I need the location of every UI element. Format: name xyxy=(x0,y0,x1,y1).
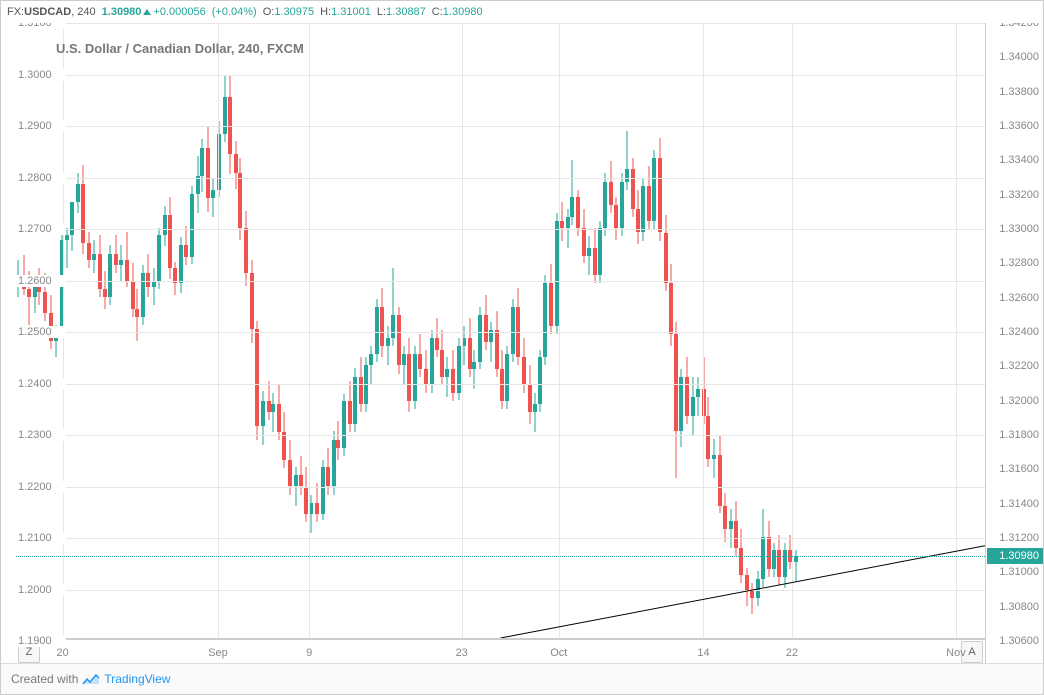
y-right-label: 1.33800 xyxy=(987,86,1043,98)
change: +0.000056 xyxy=(153,6,205,18)
y-right-label: 1.33200 xyxy=(987,189,1043,201)
chart-title: U.S. Dollar / Canadian Dollar, 240, FXCM xyxy=(56,41,304,56)
c-label: C: xyxy=(432,6,443,18)
y-right-label: 1.33600 xyxy=(987,120,1043,132)
gridline-v xyxy=(559,23,560,638)
y-right-label: 1.30800 xyxy=(987,601,1043,613)
o-label: O: xyxy=(263,6,275,18)
y-right-label: 1.31800 xyxy=(987,429,1043,441)
h-label: H: xyxy=(320,6,331,18)
x-axis-label: Oct xyxy=(550,647,567,659)
gridline-v xyxy=(462,23,463,638)
y-right-label: 1.32000 xyxy=(987,395,1043,407)
gridline-h xyxy=(16,435,985,436)
x-axis: Z A 20Sep923Oct1422Nov xyxy=(16,639,985,663)
gridline-h xyxy=(16,538,985,539)
y-right-label: 1.32400 xyxy=(987,326,1043,338)
gridline-v xyxy=(792,23,793,638)
x-axis-label: 9 xyxy=(306,647,312,659)
x-axis-label: 22 xyxy=(786,647,798,659)
gridline-h xyxy=(16,487,985,488)
y-left-label: 1.2700 xyxy=(16,223,66,235)
x-axis-label: 14 xyxy=(697,647,709,659)
plot-area[interactable]: U.S. Dollar / Canadian Dollar, 240, FXCM xyxy=(16,23,985,639)
y-left-label: 1.2600 xyxy=(16,275,66,287)
l-label: L: xyxy=(377,6,386,18)
gridline-v xyxy=(956,23,957,638)
y-left-label: 1.2200 xyxy=(16,481,66,493)
y-left-label: 1.2300 xyxy=(16,429,66,441)
h-value: 1.31001 xyxy=(331,6,371,18)
gridline-v xyxy=(703,23,704,638)
gridline-h xyxy=(16,229,985,230)
symbol: USDCAD xyxy=(24,6,71,18)
y-left-label: 1.3000 xyxy=(16,69,66,81)
gridline-v xyxy=(218,23,219,638)
y-left-label: 1.2000 xyxy=(16,584,66,596)
y-right-label: 1.34000 xyxy=(987,51,1043,63)
up-arrow-icon xyxy=(143,9,151,15)
y-right-label: 1.30600 xyxy=(987,635,1043,647)
c-value: 1.30980 xyxy=(443,6,483,18)
gridline-h xyxy=(16,384,985,385)
gridline-h xyxy=(16,590,985,591)
tradingview-icon xyxy=(82,673,100,685)
y-left-label: 1.2800 xyxy=(16,172,66,184)
gridline-h xyxy=(16,281,985,282)
gridline-h xyxy=(16,23,985,24)
y-right-label: 1.33400 xyxy=(987,154,1043,166)
y-right-label: 1.32800 xyxy=(987,257,1043,269)
candles-layer xyxy=(16,23,985,638)
gridline-h xyxy=(16,75,985,76)
x-axis-label: Sep xyxy=(208,647,228,659)
y-right-label: 1.31400 xyxy=(987,498,1043,510)
y-right-label: 1.32600 xyxy=(987,292,1043,304)
y-right-label: 1.32200 xyxy=(987,360,1043,372)
interval: , 240 xyxy=(71,6,95,18)
y-left-label: 1.2900 xyxy=(16,120,66,132)
y-left-label: 1.2500 xyxy=(16,326,66,338)
x-axis-label: 23 xyxy=(456,647,468,659)
o-value: 1.30975 xyxy=(274,6,314,18)
current-price-line xyxy=(16,556,985,557)
gridline-v xyxy=(309,23,310,638)
y-left-label: 1.1900 xyxy=(16,635,66,647)
footer-text2: TradingView xyxy=(104,672,170,686)
y-right-label: 1.31600 xyxy=(987,463,1043,475)
y-left-label: 1.2400 xyxy=(16,378,66,390)
y-right-label: 1.33000 xyxy=(987,223,1043,235)
last-price: 1.30980 xyxy=(102,6,142,18)
symbol-prefix: FX: xyxy=(7,6,24,18)
y-left-label: 1.2100 xyxy=(16,532,66,544)
footer: Created with TradingView xyxy=(1,663,1043,694)
gridline-h xyxy=(16,126,985,127)
x-axis-label: 20 xyxy=(56,647,68,659)
chart-header: FX: USDCAD , 240 1.30980 +0.000056 (+0.0… xyxy=(1,1,1043,23)
chart-container: FX: USDCAD , 240 1.30980 +0.000056 (+0.0… xyxy=(0,0,1044,695)
l-value: 1.30887 xyxy=(386,6,426,18)
current-price-tag: 1.30980 xyxy=(987,548,1043,564)
gridline-h xyxy=(16,178,985,179)
footer-text1: Created with xyxy=(11,672,78,686)
x-axis-label: Nov xyxy=(946,647,966,659)
change-pct: (+0.04%) xyxy=(212,6,257,18)
chart-area[interactable]: U.S. Dollar / Canadian Dollar, 240, FXCM… xyxy=(1,23,1043,663)
gridline-h xyxy=(16,332,985,333)
y-right-label: 1.31200 xyxy=(987,532,1043,544)
y-right-label: 1.31000 xyxy=(987,566,1043,578)
